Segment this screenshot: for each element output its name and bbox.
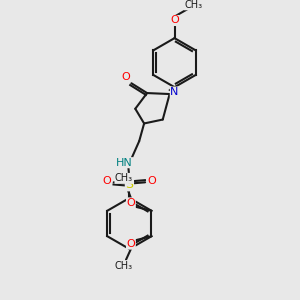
- Text: O: O: [127, 198, 135, 208]
- Text: HN: HN: [116, 158, 133, 168]
- Text: O: O: [103, 176, 111, 186]
- Text: O: O: [121, 72, 130, 82]
- Text: CH₃: CH₃: [184, 0, 202, 10]
- Text: CH₃: CH₃: [115, 261, 133, 271]
- Text: O: O: [170, 16, 179, 26]
- Text: O: O: [127, 239, 135, 249]
- Text: CH₃: CH₃: [115, 173, 133, 183]
- Text: O: O: [148, 176, 156, 186]
- Text: N: N: [170, 87, 179, 97]
- Text: S: S: [125, 178, 134, 191]
